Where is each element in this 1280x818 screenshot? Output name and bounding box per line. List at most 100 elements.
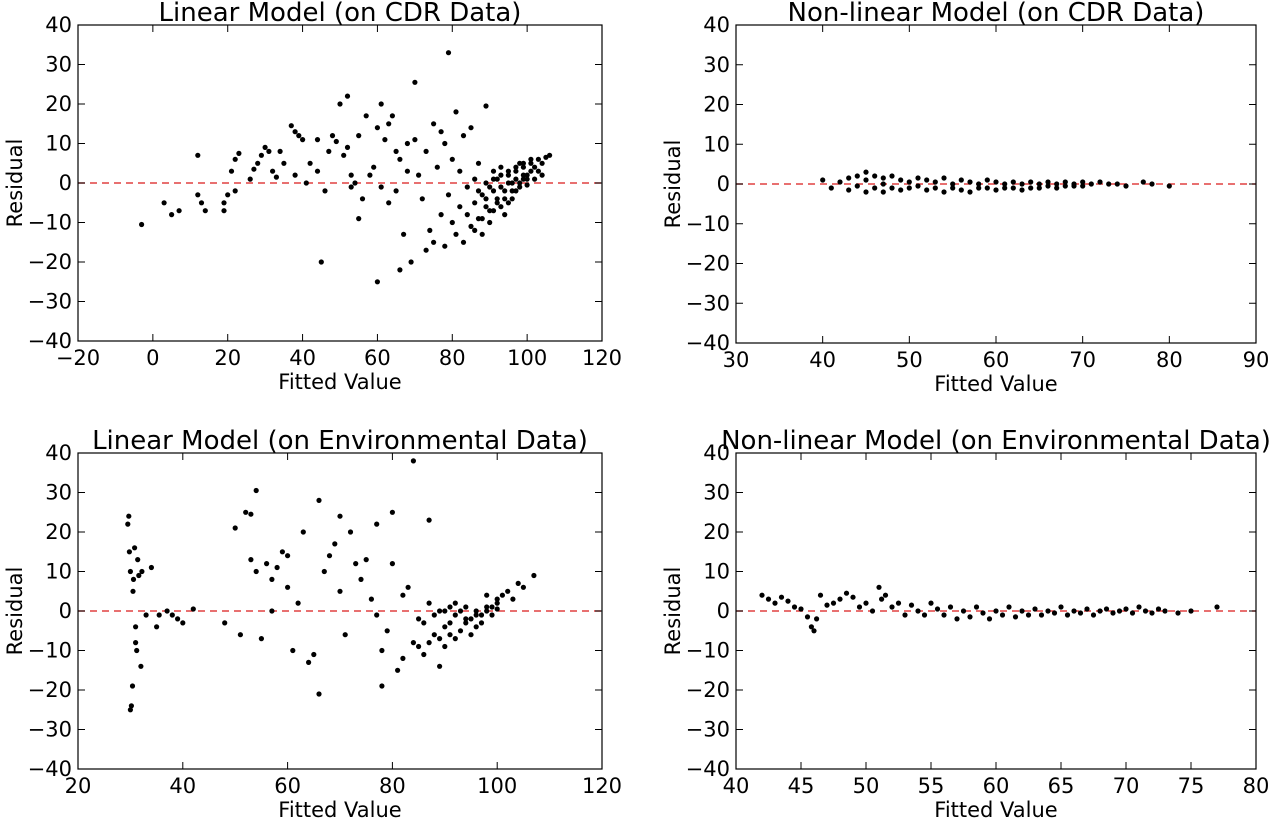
x-tick-label: 80	[439, 346, 466, 370]
panel-nonlinear-cdr: 30 40 50 60 70 80 90 −40 −30 −20 −10 0 10 20 30 40 Non-l…	[661, 0, 1269, 396]
data-point	[934, 606, 941, 612]
data-point	[296, 133, 302, 139]
data-point	[255, 160, 261, 166]
data-point	[127, 568, 133, 575]
data-point	[808, 624, 815, 630]
data-point	[863, 600, 869, 606]
data-point	[950, 181, 956, 187]
data-point	[307, 160, 313, 166]
y-tick-label: 30	[703, 53, 730, 77]
data-point	[447, 632, 453, 638]
y-tick-label: −30	[28, 718, 72, 742]
data-point	[854, 173, 860, 179]
data-point	[300, 137, 306, 143]
data-point	[1028, 185, 1034, 191]
data-point	[1002, 181, 1008, 187]
data-point	[154, 624, 160, 630]
data-point	[489, 612, 495, 618]
data-point	[423, 148, 429, 154]
data-point	[288, 123, 294, 129]
data-point	[386, 200, 392, 206]
data-point	[811, 628, 817, 634]
data-point	[180, 620, 186, 626]
data-point	[814, 616, 820, 622]
data-point	[854, 183, 860, 189]
data-point	[924, 177, 930, 183]
data-point	[389, 561, 395, 567]
data-point	[138, 663, 144, 669]
x-tick-label: 60	[983, 774, 1010, 798]
data-point	[258, 636, 264, 642]
x-tick-label: 60	[983, 348, 1010, 372]
y-tick-label: 10	[45, 560, 72, 584]
data-point	[169, 612, 175, 618]
data-point	[447, 604, 453, 610]
data-point	[915, 175, 921, 181]
data-point	[221, 208, 227, 214]
data-point	[898, 187, 904, 193]
data-point	[1032, 606, 1038, 612]
data-point	[475, 188, 482, 194]
data-point	[869, 608, 876, 614]
data-point	[902, 612, 908, 618]
data-point	[195, 152, 201, 158]
data-point	[1019, 608, 1025, 614]
data-point	[484, 592, 490, 598]
data-point	[472, 227, 478, 233]
panel-linear-environmental: 20 40 60 80 100 120 −40 −30 −20 −10 0 10 20 30 40 Linea…	[3, 426, 622, 818]
data-point	[468, 632, 474, 638]
data-point	[520, 164, 527, 170]
data-point	[1012, 614, 1019, 620]
data-point	[490, 176, 497, 182]
data-point	[1129, 610, 1136, 616]
data-point	[1097, 179, 1103, 185]
data-point	[303, 180, 309, 186]
data-point	[464, 184, 470, 190]
data-point	[371, 164, 377, 170]
data-point	[437, 608, 443, 614]
data-point	[344, 93, 351, 99]
data-point	[1123, 183, 1129, 189]
data-point	[442, 140, 448, 147]
data-point	[352, 180, 358, 186]
data-point	[502, 196, 508, 202]
x-tick-label: 70	[1113, 774, 1140, 798]
data-point	[449, 219, 455, 226]
data-point	[356, 216, 362, 222]
data-point	[133, 640, 139, 646]
data-point	[872, 173, 878, 179]
data-point	[368, 596, 374, 602]
data-point	[515, 580, 521, 587]
data-point	[348, 172, 354, 178]
data-point	[400, 592, 406, 598]
data-point	[397, 267, 403, 273]
data-point	[453, 231, 459, 237]
data-point	[772, 600, 778, 606]
x-tick-label: 40	[289, 346, 316, 370]
data-point	[958, 177, 964, 183]
data-point	[1097, 608, 1103, 614]
data-point	[846, 175, 852, 181]
data-point	[487, 219, 493, 226]
chart-title: Non-linear Model (on Environmental Data)	[721, 426, 1271, 456]
data-point	[445, 50, 452, 56]
data-point	[126, 513, 132, 519]
data-point	[248, 511, 254, 517]
data-point	[517, 180, 523, 186]
y-tick-label: −40	[686, 757, 730, 781]
data-point	[494, 196, 500, 202]
y-tick-label: 20	[45, 520, 72, 544]
data-point	[445, 192, 452, 198]
data-point	[863, 189, 869, 195]
y-tick-label: −20	[686, 678, 730, 702]
y-axis-label: Residual	[661, 140, 685, 229]
data-point	[1080, 179, 1086, 185]
data-point	[175, 616, 181, 622]
data-point	[412, 79, 418, 85]
x-axis-label: Fitted Value	[934, 798, 1057, 818]
data-point	[431, 121, 437, 127]
data-point	[247, 176, 253, 182]
data-point	[490, 168, 497, 174]
data-point	[941, 175, 947, 181]
data-point	[785, 598, 791, 604]
